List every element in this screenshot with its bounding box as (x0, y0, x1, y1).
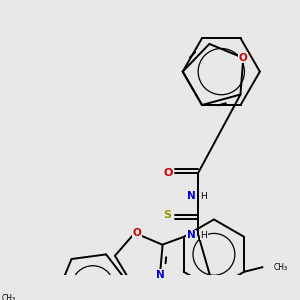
Text: O: O (239, 53, 248, 63)
Text: O: O (132, 228, 141, 238)
Text: N: N (156, 270, 164, 280)
Text: S: S (163, 210, 171, 220)
Text: CH₃: CH₃ (274, 263, 288, 272)
Text: N: N (187, 191, 195, 202)
Text: N: N (187, 230, 195, 240)
Text: O: O (163, 168, 173, 178)
Text: CH₃: CH₃ (2, 294, 16, 300)
Text: H: H (200, 231, 207, 240)
Text: H: H (200, 192, 207, 201)
